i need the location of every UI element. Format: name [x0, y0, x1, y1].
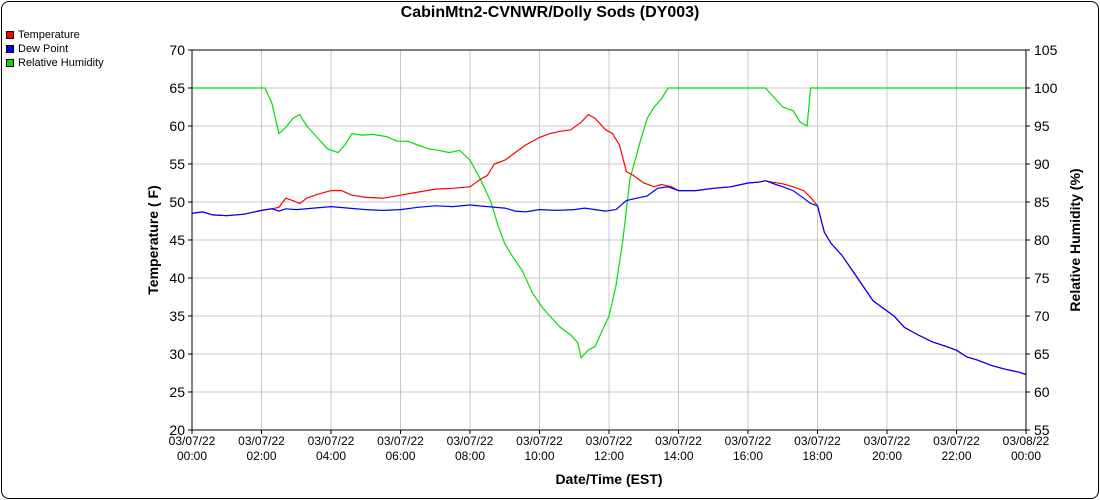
- x-tick-label-time: 12:00: [594, 449, 624, 463]
- x-tick-label-date: 03/07/22: [794, 434, 841, 448]
- y-tick-label: 70: [169, 42, 185, 58]
- x-tick-label-time: 02:00: [246, 449, 276, 463]
- x-tick-label-time: 18:00: [802, 449, 832, 463]
- x-axis: 03/07/2200:0003/07/2202:0003/07/2204:000…: [169, 430, 1050, 463]
- y-tick-label: 65: [169, 80, 185, 96]
- chart-title: CabinMtn2-CVNWR/Dolly Sods (DY003): [400, 4, 700, 21]
- y-axis-label-left: Temperature ( F): [145, 185, 161, 294]
- x-tick-label-date: 03/07/22: [238, 434, 285, 448]
- legend-item-dew-point: Dew Point: [6, 42, 104, 56]
- x-tick-label-date: 03/07/22: [655, 434, 702, 448]
- x-tick-label-date: 03/07/22: [933, 434, 980, 448]
- y2-tick-label: 55: [1034, 422, 1050, 438]
- y2-tick-label: 65: [1034, 346, 1050, 362]
- legend-item-temperature: Temperature: [6, 28, 104, 42]
- y-tick-label: 30: [169, 346, 185, 362]
- x-tick-label-date: 03/07/22: [725, 434, 772, 448]
- y2-tick-label: 60: [1034, 384, 1050, 400]
- x-tick-label-time: 04:00: [316, 449, 346, 463]
- y-axis-label-right: Relative Humidity (%): [1067, 168, 1083, 311]
- y-tick-label: 60: [169, 118, 185, 134]
- y-tick-label: 25: [169, 384, 185, 400]
- x-tick-label-date: 03/07/22: [586, 434, 633, 448]
- y2-tick-label: 75: [1034, 270, 1050, 286]
- x-tick-label-date: 03/07/22: [377, 434, 424, 448]
- x-tick-label-date: 03/07/22: [516, 434, 563, 448]
- y2-tick-label: 85: [1034, 194, 1050, 210]
- x-tick-label-time: 00:00: [1011, 449, 1041, 463]
- y-tick-label: 20: [169, 422, 185, 438]
- legend-label-temperature: Temperature: [18, 29, 80, 41]
- x-tick-label-date: 03/08/22: [1003, 434, 1050, 448]
- y2-tick-label: 95: [1034, 118, 1050, 134]
- y-tick-label: 50: [169, 194, 185, 210]
- y-axis-left: 20 25 30 35 40 45 50 55 60 65 70: [169, 42, 192, 438]
- x-tick-label-date: 03/07/22: [308, 434, 355, 448]
- series-line-dew-point: [191, 180, 1027, 376]
- x-tick-label-date: 03/07/22: [169, 434, 216, 448]
- legend-item-relative-humidity: Relative Humidity: [6, 56, 104, 70]
- legend-swatch-relative-humidity: [6, 59, 14, 67]
- x-tick-label-time: 06:00: [385, 449, 415, 463]
- x-tick-label-date: 03/07/22: [447, 434, 494, 448]
- x-tick-label-time: 20:00: [872, 449, 902, 463]
- y2-tick-label: 100: [1034, 80, 1058, 96]
- legend: Temperature Dew Point Relative Humidity: [6, 28, 104, 70]
- y-tick-label: 40: [169, 270, 185, 286]
- x-tick-label-time: 00:00: [177, 449, 207, 463]
- legend-swatch-temperature: [6, 31, 14, 39]
- x-tick-label-time: 14:00: [663, 449, 693, 463]
- y-tick-label: 35: [169, 308, 185, 324]
- y-tick-label: 55: [169, 156, 185, 172]
- y-axis-right: 55 60 65 70 75 80 85 90 95 100 105: [1026, 42, 1058, 438]
- series-line-relative-humidity: [192, 87, 1026, 360]
- x-tick-label-date: 03/07/22: [864, 434, 911, 448]
- x-tick-label-time: 22:00: [941, 449, 971, 463]
- legend-label-relative-humidity: Relative Humidity: [18, 57, 104, 69]
- x-tick-label-time: 10:00: [524, 449, 554, 463]
- y2-tick-label: 80: [1034, 232, 1050, 248]
- y2-tick-label: 105: [1034, 42, 1058, 58]
- y-tick-label: 45: [169, 232, 185, 248]
- x-tick-label-time: 16:00: [733, 449, 763, 463]
- y2-tick-label: 70: [1034, 308, 1050, 324]
- x-tick-label-time: 08:00: [455, 449, 485, 463]
- y2-tick-label: 90: [1034, 156, 1050, 172]
- series-lines: [191, 87, 1027, 376]
- x-axis-label: Date/Time (EST): [555, 471, 662, 487]
- legend-label-dew-point: Dew Point: [18, 43, 69, 55]
- legend-swatch-dew-point: [6, 45, 14, 53]
- grid: [191, 49, 1027, 431]
